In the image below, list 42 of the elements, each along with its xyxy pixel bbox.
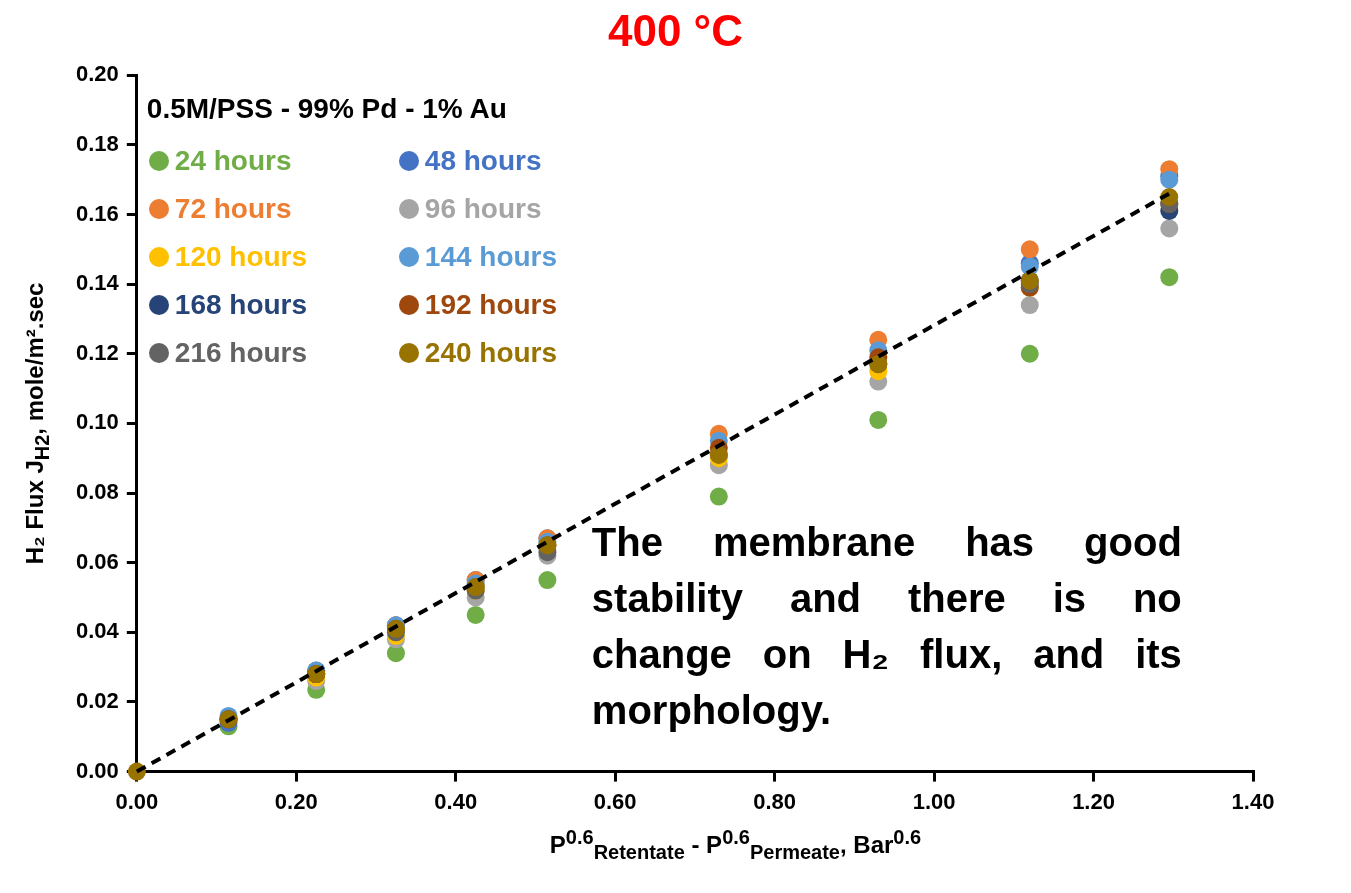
x-tick-label: 0.60 <box>593 788 637 814</box>
legend-label: 48 hours <box>424 145 542 178</box>
legend-label: 96 hours <box>424 193 542 226</box>
annotation: 0.5M/PSS - 99% Pd - 1% Au <box>146 93 507 126</box>
point <box>1020 296 1039 315</box>
y-tick-label: 0.18 <box>75 130 119 156</box>
point <box>1160 268 1179 287</box>
x-tick-label: 0.40 <box>434 788 478 814</box>
y-tick-label: 0.00 <box>75 757 119 783</box>
y-tick-label: 0.12 <box>75 339 119 365</box>
annotation: The membrane has good stability and there is no change on H₂ flux, and its morphology. <box>591 518 1182 734</box>
point <box>1160 219 1179 238</box>
y-tick-label: 0.06 <box>75 548 119 574</box>
y-tick-label: 0.20 <box>75 61 119 87</box>
point <box>869 410 888 429</box>
y-tick-label: 0.14 <box>75 270 120 296</box>
legend-label: 72 hours <box>174 193 292 226</box>
legend-label: 192 hours <box>424 289 558 322</box>
legend-label: 240 hours <box>424 337 558 370</box>
y-tick-label: 0.04 <box>75 618 120 644</box>
x-tick-label: 0.20 <box>274 788 318 814</box>
legend-label: 120 hours <box>174 241 308 274</box>
x-tick-label: 0.80 <box>753 788 797 814</box>
x-tick-label: 0.00 <box>115 788 159 814</box>
x-axis-title: P$^{0.6}$$_{Retentate}$ - P$^{0.6}$$_{Permeate}$, Bar$^{0.6}$ <box>548 826 923 864</box>
x-tick-label: 1.00 <box>912 788 956 814</box>
y-tick-label: 0.08 <box>75 479 119 505</box>
chart-title: 400 °C <box>607 6 744 55</box>
point <box>466 605 485 624</box>
y-tick-label: 0.10 <box>75 409 119 435</box>
legend-label: 216 hours <box>174 337 308 370</box>
y-tick-label: 0.16 <box>75 200 119 226</box>
legend-label: 144 hours <box>424 241 558 274</box>
point <box>538 571 557 590</box>
legend-label: 168 hours <box>174 289 308 322</box>
point <box>1020 344 1039 363</box>
x-tick-label: 1.40 <box>1231 788 1275 814</box>
point <box>709 487 728 506</box>
x-tick-label: 1.20 <box>1072 788 1115 814</box>
legend-label: 24 hours <box>174 145 292 178</box>
y-tick-label: 0.02 <box>75 688 119 714</box>
point <box>1020 240 1039 259</box>
